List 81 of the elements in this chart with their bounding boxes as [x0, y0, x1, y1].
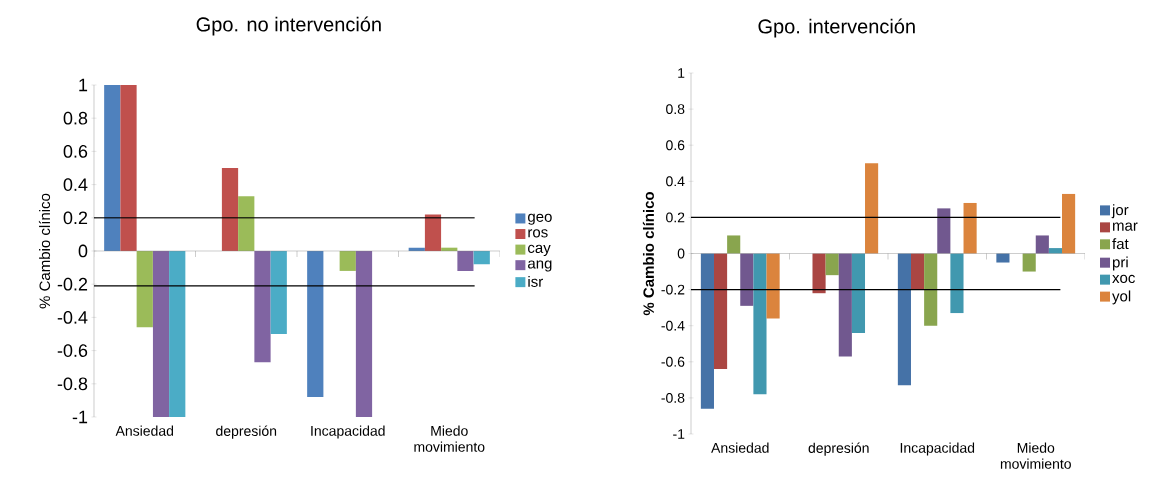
bar — [1062, 193, 1076, 254]
bar — [136, 251, 153, 328]
bar — [753, 253, 767, 395]
y-tick-label: -0.6 — [57, 344, 88, 357]
y-tick-label: -0.6 — [661, 356, 685, 367]
chart-title: Gpo. no intervención — [196, 16, 381, 36]
bar — [851, 253, 866, 333]
bar — [740, 253, 754, 306]
y-tick-label: 0.6 — [63, 145, 88, 158]
bar — [104, 85, 121, 251]
x-tick-label: depresión — [216, 425, 277, 439]
y-axis-title: % Cambio clínico — [38, 193, 51, 309]
y-tick-label: 0.8 — [666, 104, 685, 115]
bar — [766, 253, 780, 319]
bar — [963, 202, 977, 254]
bar — [355, 251, 373, 417]
bar — [120, 85, 137, 251]
legend-label: jor — [1111, 204, 1129, 219]
bar — [1048, 248, 1063, 254]
x-tick-label: Ansiedad — [711, 442, 769, 453]
y-axis-title: % Cambio clínico — [642, 192, 654, 316]
bar — [950, 253, 964, 314]
bar — [152, 251, 170, 417]
legend-label: yol — [1112, 290, 1131, 305]
y-tick-label: -1 — [72, 410, 88, 424]
x-tick-label: Miedo movimiento — [1000, 442, 1071, 469]
bar — [937, 208, 951, 254]
bar — [838, 253, 852, 357]
legend-label: cay — [528, 244, 551, 256]
y-tick-label: 0.8 — [63, 111, 88, 125]
x-tick-label: Ansiedad — [115, 425, 174, 436]
bar — [254, 251, 271, 363]
legend-label: ros — [528, 229, 548, 238]
bar — [169, 251, 186, 417]
y-tick-label: 0.6 — [666, 140, 685, 151]
x-tick-label: Incapacidad — [900, 442, 975, 456]
y-tick-label: 0.4 — [666, 176, 685, 187]
legend-label: fat — [1112, 238, 1129, 250]
y-tick-label: -0.8 — [57, 377, 88, 391]
x-tick-label: Incapacidad — [311, 425, 385, 439]
legend-label: geo — [528, 213, 552, 225]
x-tick-label: depresión — [808, 442, 869, 456]
y-tick-label: -0.4 — [661, 320, 685, 331]
bar — [865, 163, 879, 254]
bar — [700, 253, 714, 409]
bar — [457, 251, 474, 271]
bar — [1022, 253, 1036, 272]
bar — [727, 235, 741, 254]
y-tick-label: 1 — [79, 78, 88, 92]
y-tick-label: 0.4 — [63, 178, 88, 191]
bar — [897, 253, 911, 386]
bar — [713, 253, 728, 370]
chart-title: Gpo. intervención — [758, 18, 915, 38]
bar — [238, 196, 255, 251]
y-tick-label: -0.8 — [661, 392, 685, 403]
x-tick-label: Miedo movimiento — [414, 425, 485, 452]
legend-label: mar — [1113, 222, 1138, 231]
bar — [307, 251, 324, 398]
y-tick-label: 0 — [677, 248, 685, 259]
legend-label: isr — [528, 275, 543, 287]
bar — [825, 253, 839, 276]
bar — [270, 251, 287, 334]
bar — [1035, 235, 1049, 254]
y-tick-label: -0.2 — [661, 284, 685, 295]
bar — [996, 253, 1010, 263]
legend-label: ang — [528, 260, 552, 272]
y-tick-label: 0 — [78, 244, 88, 258]
bar — [910, 253, 925, 290]
y-tick-label: -1 — [673, 429, 685, 439]
bar — [812, 253, 826, 294]
legend-label: pri — [1113, 256, 1128, 271]
bar — [221, 168, 239, 251]
bar — [339, 251, 356, 271]
bar — [424, 214, 442, 251]
y-tick-label: -0.2 — [57, 277, 88, 291]
bar — [924, 253, 938, 326]
y-tick-label: 1 — [678, 68, 685, 78]
y-tick-label: 0.2 — [63, 211, 88, 225]
y-tick-label: 0.2 — [666, 212, 685, 223]
legend-label: xoc — [1112, 274, 1135, 284]
y-tick-label: -0.4 — [57, 311, 88, 324]
